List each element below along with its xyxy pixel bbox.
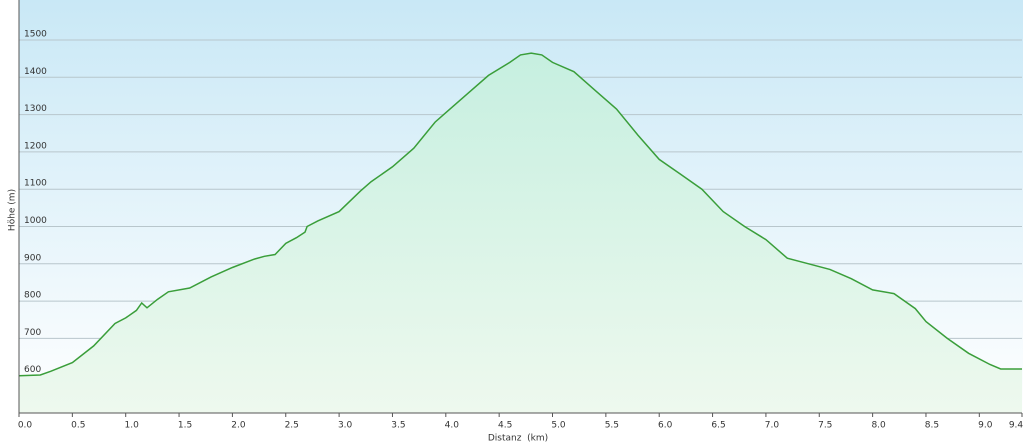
- x-tick-label: 9.4: [1009, 421, 1024, 431]
- area-fill: [19, 53, 1022, 413]
- x-tick-label: 3.0: [338, 421, 353, 431]
- y-tick-label: 800: [24, 291, 41, 301]
- x-tick-label: 6.5: [711, 421, 725, 431]
- profile-line: [18, 52, 1022, 377]
- y-axis-label: Höhe (m): [8, 189, 18, 231]
- y-tick-label: 1200: [24, 141, 47, 151]
- y-tick-label: 1400: [24, 67, 47, 77]
- x-tick-label: 0.5: [71, 421, 85, 431]
- y-tick-label: 1300: [24, 104, 47, 114]
- y-tick-label: 1000: [24, 216, 47, 226]
- y-tick-label: 1100: [24, 179, 47, 189]
- x-tick-label: 8.5: [925, 421, 939, 431]
- x-tick-label: 4.0: [445, 421, 460, 431]
- x-tick-label: 5.0: [551, 421, 566, 431]
- x-tick-label: 7.0: [765, 421, 780, 431]
- x-tick-label: 1.5: [178, 421, 192, 431]
- x-tick-label: 3.5: [391, 421, 405, 431]
- x-tick-label: 4.5: [498, 421, 512, 431]
- x-tick-label: 5.5: [605, 421, 619, 431]
- x-tick-label: 0.0: [18, 421, 33, 431]
- x-tick-label: 9.0: [978, 421, 993, 431]
- y-tick-label: 600: [24, 365, 41, 375]
- x-tick-label: 2.5: [285, 421, 299, 431]
- x-tick-label: 6.0: [658, 421, 673, 431]
- x-tick-label: 1.0: [125, 421, 140, 431]
- y-tick-label: 900: [24, 253, 41, 263]
- x-tick-label: 8.0: [871, 421, 886, 431]
- x-tick-label: 7.5: [818, 421, 832, 431]
- x-axis-label: Distanz (km): [488, 434, 548, 444]
- x-tick-label: 2.0: [231, 421, 246, 431]
- y-tick-label: 700: [24, 328, 41, 338]
- y-tick-label: 1500: [24, 30, 47, 40]
